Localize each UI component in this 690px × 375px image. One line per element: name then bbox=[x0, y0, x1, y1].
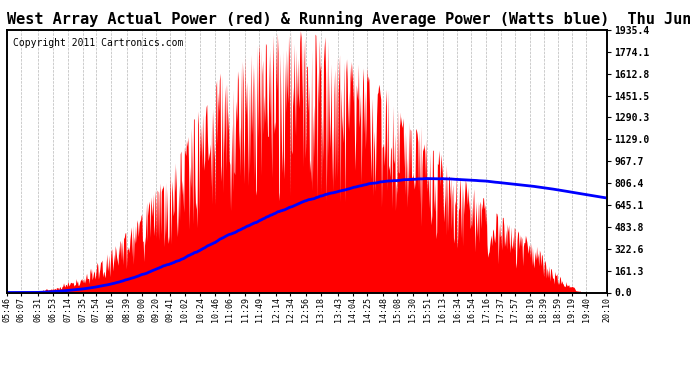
Text: Copyright 2011 Cartronics.com: Copyright 2011 Cartronics.com bbox=[13, 38, 184, 48]
Text: West Array Actual Power (red) & Running Average Power (Watts blue)  Thu Jun 16 2: West Array Actual Power (red) & Running … bbox=[7, 11, 690, 27]
